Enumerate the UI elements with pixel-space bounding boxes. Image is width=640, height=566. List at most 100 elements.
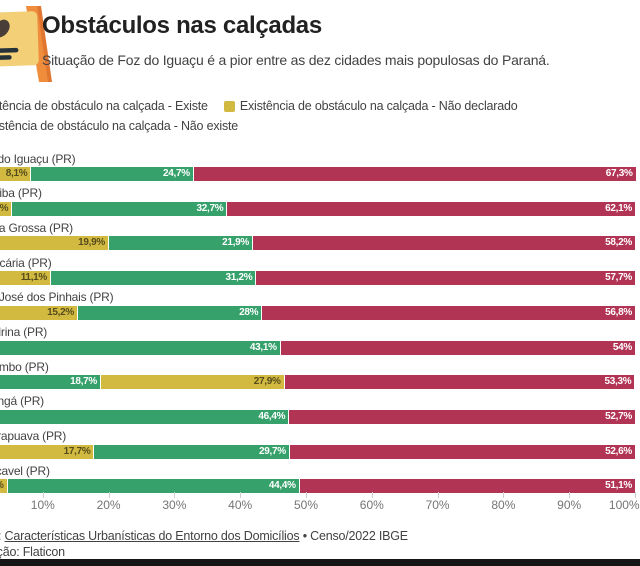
axis-tick-label: 30%	[162, 498, 187, 512]
bar-segment-existe[interactable]: 52,7%	[288, 409, 635, 424]
category-label: Curitiba (PR)	[0, 186, 42, 201]
bar-segment-existe[interactable]: 53,3%	[283, 375, 635, 390]
category-label: Foz do Iguaçu (PR)	[0, 151, 76, 166]
axis-tick-label: 70%	[425, 498, 450, 512]
axis-tick-label: 100%	[608, 498, 640, 512]
value-label: 44,4%	[268, 480, 296, 492]
value-label: 21,9%	[222, 237, 250, 249]
axis-tick-label: 60%	[359, 498, 384, 512]
value-label: 32,7%	[196, 202, 224, 214]
bar-segment-existe[interactable]: 52,6%	[288, 444, 635, 459]
value-label: 8,1%	[5, 168, 28, 179]
bar-segment-existe[interactable]: 54%	[279, 340, 635, 355]
category-label: Colombo (PR)	[0, 359, 49, 374]
axis-tick	[108, 492, 110, 498]
category-label: Ponta Grossa (PR)	[0, 220, 73, 235]
bar-segment-nao_existe[interactable]: 44,4%	[6, 479, 299, 494]
legend-swatch-nao_declarado	[223, 100, 235, 112]
bar-segment-existe[interactable]: 62,1%	[226, 201, 635, 216]
axis-tick	[437, 492, 439, 498]
bar-segment-nao_declarado[interactable]: 8,1%	[0, 167, 31, 181]
value-label: 4,5%	[0, 479, 7, 493]
bar-segment-nao_declarado[interactable]: 17,7%	[0, 444, 94, 459]
bar-segment-nao_existe[interactable]: 18,7%	[0, 375, 101, 390]
bar-segment-nao_declarado[interactable]: 27,9%	[100, 375, 284, 390]
source-line: Fonte: Características Urbanísticas do E…	[0, 529, 408, 543]
bar-segment-nao_existe[interactable]: 46,4%	[0, 409, 289, 424]
value-label: 18,7%	[70, 376, 98, 388]
category-label: Maringá (PR)	[0, 394, 44, 409]
bar-segment-nao_existe[interactable]: 31,2%	[50, 271, 256, 286]
bar-segment-nao_declarado[interactable]: 19,9%	[0, 236, 108, 251]
value-label: 56,8%	[605, 306, 632, 318]
bar-segment-nao_declarado[interactable]: 4,5%	[0, 479, 7, 494]
axis-tick-label: 10%	[30, 498, 55, 512]
construction-sign-icon	[0, 4, 56, 84]
axis-tick	[503, 492, 505, 498]
bar-segment-nao_declarado[interactable]: 11,1%	[0, 271, 51, 286]
bar-segment-nao_existe[interactable]: 32,7%	[11, 201, 227, 216]
bar-segment-existe[interactable]: 67,3%	[192, 167, 636, 181]
value-label: 17,7%	[63, 445, 91, 457]
value-label: 29,7%	[259, 445, 286, 457]
value-label: 24,7%	[162, 168, 190, 179]
category-label: Araucária (PR)	[0, 255, 52, 270]
page-subtitle: Situação de Foz do Iguaçu é a pior entre…	[42, 52, 550, 68]
value-label: 54%	[612, 341, 632, 353]
legend-item-existe[interactable]: Existência de obstáculo na calçada - Exi…	[0, 99, 208, 113]
value-label: 62,1%	[605, 202, 632, 214]
value-label: 67,3%	[605, 168, 633, 179]
legend-item-nao_existe[interactable]: Existência de obstáculo na calçada - Não…	[0, 119, 238, 133]
bar-segment-nao_existe[interactable]: 21,9%	[107, 236, 253, 251]
legend-label: Existência de obstáculo na calçada - Não…	[0, 119, 239, 133]
value-label: 15,2%	[47, 306, 75, 318]
category-label: Londrina (PR)	[0, 325, 48, 339]
axis-tick	[42, 492, 44, 498]
axis-tick	[371, 492, 373, 498]
axis-tick	[240, 492, 242, 498]
value-label: 46,4%	[258, 410, 286, 422]
axis-tick	[635, 492, 636, 498]
value-label: 52,7%	[605, 410, 632, 422]
axis-tick-label: 90%	[557, 498, 582, 512]
value-label: 57,7%	[605, 272, 632, 284]
legend-label: Existência de obstáculo na calçada - Não…	[239, 99, 518, 113]
source-suffix: • Censo/2022 IBGE	[302, 529, 408, 543]
legend-row: Existência de obstáculo na calçada - Não…	[0, 119, 238, 133]
bar-segment-existe[interactable]: 58,2%	[252, 236, 635, 251]
value-label: 5,2%	[0, 202, 9, 214]
source-link[interactable]: Características Urbanísticas do Entorno …	[4, 529, 300, 543]
bar-segment-nao_declarado[interactable]: 5,2%	[0, 201, 12, 216]
value-label: 27,9%	[253, 376, 281, 388]
legend-row: Existência de obstáculo na calçada - Exi…	[0, 99, 518, 113]
axis-tick-label: 80%	[491, 498, 516, 512]
value-label: 31,2%	[225, 272, 253, 284]
axis-tick-label: 20%	[96, 498, 121, 512]
category-label: São José dos Pinhais (PR)	[0, 290, 114, 305]
value-label: 58,2%	[605, 237, 632, 249]
bar-segment-nao_existe[interactable]: 43,1%	[0, 340, 280, 355]
value-label: 51,1%	[605, 480, 632, 492]
page-title: Obstáculos nas calçadas	[42, 12, 322, 39]
bar-segment-existe[interactable]: 57,7%	[255, 271, 635, 286]
value-label: 53,3%	[604, 376, 632, 388]
bar-segment-nao_existe[interactable]: 28%	[77, 305, 262, 320]
axis-tick	[174, 492, 176, 498]
source-prefix: Fonte:	[0, 529, 1, 543]
axis-tick-label: 40%	[228, 498, 253, 512]
value-label: 28%	[239, 306, 259, 318]
legend-label: Existência de obstáculo na calçada - Exi…	[0, 99, 208, 113]
value-label: 52,6%	[605, 445, 632, 457]
bar-segment-existe[interactable]: 56,8%	[261, 305, 635, 320]
bar-segment-nao_existe[interactable]: 29,7%	[93, 444, 289, 459]
bottom-bar	[0, 559, 640, 566]
category-label: Guarapuava (PR)	[0, 429, 67, 444]
legend-item-nao_declarado[interactable]: Existência de obstáculo na calçada - Não…	[223, 99, 518, 113]
value-label: 19,9%	[78, 237, 105, 249]
bar-segment-nao_existe[interactable]: 24,7%	[30, 167, 193, 181]
axis-tick	[569, 492, 571, 498]
bar-segment-nao_declarado[interactable]: 15,2%	[0, 305, 78, 320]
bar-segment-existe[interactable]: 51,1%	[298, 479, 635, 494]
value-label: 43,1%	[249, 341, 277, 353]
